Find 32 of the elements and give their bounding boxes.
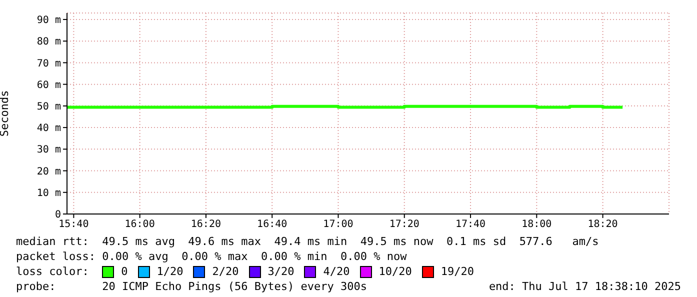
legend-label: 3/20 bbox=[268, 264, 294, 279]
x-tick-label: 16:00 bbox=[124, 219, 155, 230]
x-tick-label: 15:40 bbox=[58, 219, 89, 230]
x-tick-label: 16:20 bbox=[190, 219, 222, 230]
x-tick-label: 16:40 bbox=[257, 219, 288, 230]
x-tick-label: 17:40 bbox=[455, 219, 486, 230]
text: probe: 20 ICMP Echo Pings (56 Bytes) every 300s bbox=[16, 279, 367, 294]
x-tick-label: 17:00 bbox=[323, 219, 354, 230]
legend-label: 1/20 bbox=[156, 264, 184, 279]
y-tick-label: 70 m bbox=[36, 58, 61, 70]
y-axis-title: Seconds bbox=[0, 90, 11, 137]
y-tick-label: 90 m bbox=[36, 15, 61, 26]
y-tick-label: 10 m bbox=[36, 188, 61, 199]
y-tick-label: 80 m bbox=[36, 36, 61, 48]
x-tick-label: 18:00 bbox=[522, 219, 552, 230]
legend-label: 4/20 bbox=[323, 264, 350, 279]
legend-title: loss color: bbox=[16, 264, 90, 279]
y-tick-label: 20 m bbox=[36, 166, 61, 178]
legend-label: 0 bbox=[121, 264, 128, 279]
y-tick-label: 60 m bbox=[36, 80, 61, 91]
legend-label: 2/20 bbox=[212, 264, 239, 279]
y-tick-label: 40 m bbox=[36, 123, 61, 134]
text: median rtt: 49.5 ms avg 49.6 ms max 49.4 ms min 49.5 ms now 0.1 ms sd 577.6 am/s bbox=[16, 234, 600, 249]
y-tick-label: 50 m bbox=[36, 101, 61, 112]
x-tick-label: 18:20 bbox=[588, 219, 618, 230]
y-tick-label: 30 m bbox=[36, 144, 61, 156]
legend-label: 10/20 bbox=[378, 264, 412, 279]
text: packet loss: 0.00 % avg 0.00 % max 0.00 % min 0.00 % now bbox=[16, 249, 408, 264]
text: end: Thu Jul 17 18:38:10 2025 bbox=[488, 279, 681, 294]
x-tick-label: 17:20 bbox=[389, 219, 420, 230]
legend-label: 19/20 bbox=[440, 264, 474, 279]
y-tick-label: 0 bbox=[54, 210, 61, 221]
